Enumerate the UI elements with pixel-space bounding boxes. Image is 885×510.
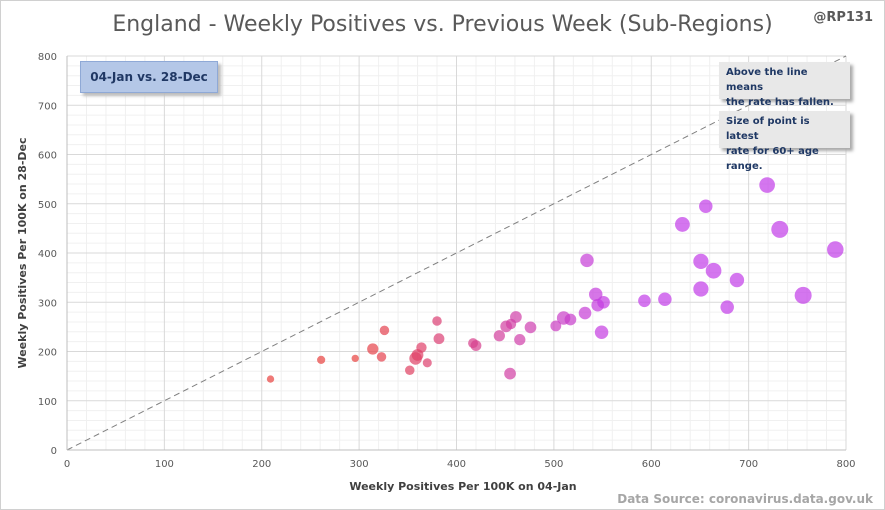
annotation-line: the rate has fallen. xyxy=(726,97,834,108)
data-point xyxy=(416,342,427,353)
data-point xyxy=(376,352,387,362)
data-point xyxy=(317,355,326,364)
x-tick-label: 500 xyxy=(544,459,563,470)
data-point xyxy=(379,325,390,336)
data-point xyxy=(693,253,709,269)
data-source: Data Source: coronavirus.data.gov.uk xyxy=(617,492,873,506)
data-point xyxy=(514,334,526,346)
annotation-line: Above the line means xyxy=(726,67,808,93)
grid-layer xyxy=(67,55,847,450)
reference-line-layer xyxy=(66,55,847,451)
y-tick-label: 700 xyxy=(38,101,57,112)
data-point xyxy=(638,294,651,308)
data-point xyxy=(589,287,603,302)
annotation-line: Size of point is latest xyxy=(726,116,810,142)
data-point xyxy=(405,365,415,375)
annotation-line: rate for 60+ age range. xyxy=(726,146,819,172)
date-label-box: 04-Jan vs. 28-Dec xyxy=(80,61,218,93)
data-point xyxy=(367,343,379,355)
x-tick-label: 600 xyxy=(642,459,661,470)
y-tick-label: 200 xyxy=(38,348,57,359)
x-tick-label: 300 xyxy=(350,459,369,470)
data-point xyxy=(658,292,672,307)
data-point xyxy=(504,367,516,380)
data-point xyxy=(705,262,722,279)
x-tick-label: 700 xyxy=(739,459,758,470)
author-handle: @RP131 xyxy=(813,10,873,25)
data-point xyxy=(422,358,432,368)
data-point xyxy=(493,330,505,342)
data-point xyxy=(433,333,445,345)
data-point xyxy=(524,321,537,334)
x-axis-label: Weekly Positives Per 100K on 04-Jan xyxy=(349,480,576,493)
data-point xyxy=(550,320,562,332)
y-tick-label: 400 xyxy=(38,249,57,260)
x-tick-label: 100 xyxy=(155,459,174,470)
data-point xyxy=(827,241,844,258)
data-point xyxy=(675,217,690,232)
data-point xyxy=(794,286,812,304)
y-tick-label: 800 xyxy=(38,52,57,63)
data-point xyxy=(266,375,275,383)
data-point xyxy=(594,325,609,340)
y-tick-label: 600 xyxy=(38,151,57,162)
x-tick-label: 400 xyxy=(447,459,466,470)
data-point xyxy=(351,354,359,363)
data-point xyxy=(759,177,775,193)
chart-title: England - Weekly Positives vs. Previous … xyxy=(112,12,773,37)
annotation-above-line: Above the line means the rate has fallen… xyxy=(719,62,850,108)
reference-diagonal-line xyxy=(66,55,847,451)
x-tick-label: 0 xyxy=(64,459,70,470)
y-tick-label: 0 xyxy=(51,446,57,457)
data-point xyxy=(432,316,442,326)
data-point xyxy=(580,253,594,268)
x-tick-label: 800 xyxy=(836,459,855,470)
axis-layer: 0 100 200 300 400 500 600 700 800 0 100 200 300 400 50… xyxy=(38,52,856,470)
data-point xyxy=(771,220,789,238)
annotation-point-size: Size of point is latest rate for 60+ age… xyxy=(719,111,850,172)
data-point xyxy=(510,311,522,323)
data-point xyxy=(729,272,745,288)
data-point xyxy=(470,340,482,352)
x-tick-label: 200 xyxy=(252,459,271,470)
y-axis-label: Weekly Positives Per 100K on 28-Dec xyxy=(16,137,29,368)
points-layer xyxy=(266,177,844,383)
data-point xyxy=(693,281,709,297)
y-tick-label: 300 xyxy=(38,298,57,309)
data-point xyxy=(578,306,592,320)
data-point xyxy=(720,300,734,314)
y-tick-label: 500 xyxy=(38,200,57,211)
data-point xyxy=(597,295,610,309)
y-tick-label: 100 xyxy=(38,397,57,408)
data-point xyxy=(699,199,713,213)
data-point xyxy=(564,313,577,326)
